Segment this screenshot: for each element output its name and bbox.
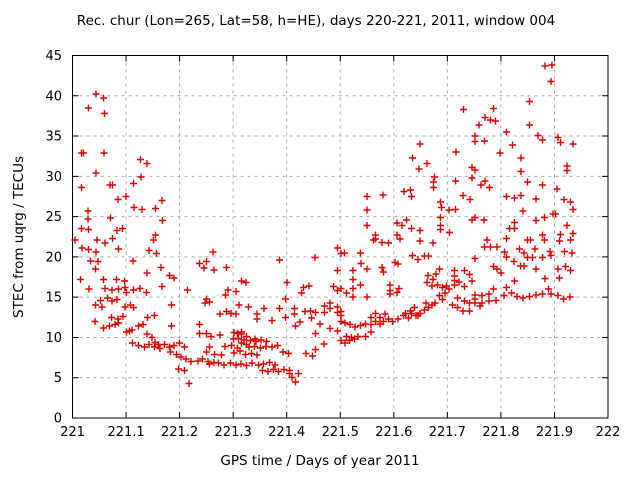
x-tick-label: 221.6 — [375, 425, 412, 440]
scatter-points — [71, 61, 577, 387]
y-tick-label: 45 — [45, 49, 62, 64]
y-tick-label: 30 — [45, 170, 62, 185]
y-tick-label: 15 — [45, 291, 62, 306]
plot-border — [72, 55, 609, 419]
y-tick-label: 10 — [45, 331, 62, 346]
y-tick-label: 40 — [45, 89, 62, 104]
x-tick-label: 221.5 — [322, 425, 359, 440]
chart-title: Rec. chur (Lon=265, Lat=58, h=HE), days … — [76, 13, 556, 29]
x-tick-label: 221.7 — [429, 425, 466, 440]
y-tick-label: 0 — [54, 412, 62, 427]
x-tick-label: 221.3 — [215, 425, 252, 440]
x-tick-label: 221.9 — [536, 425, 573, 440]
x-tick-label: 221.4 — [268, 425, 305, 440]
y-tick-label: 5 — [54, 371, 62, 386]
y-tick-label: 35 — [45, 130, 62, 145]
x-tick-label: 221.1 — [107, 425, 144, 440]
y-tick-label: 20 — [45, 250, 62, 265]
grid-lines — [72, 55, 608, 418]
x-axis-label: GPS time / Days of year 2011 — [220, 453, 420, 469]
x-tick-label: 221.2 — [161, 425, 198, 440]
x-tick-label: 221 — [60, 425, 85, 440]
y-tick-label: 25 — [45, 210, 62, 225]
x-tick-label: 222 — [596, 425, 621, 440]
x-tick-label: 221.8 — [482, 425, 519, 440]
